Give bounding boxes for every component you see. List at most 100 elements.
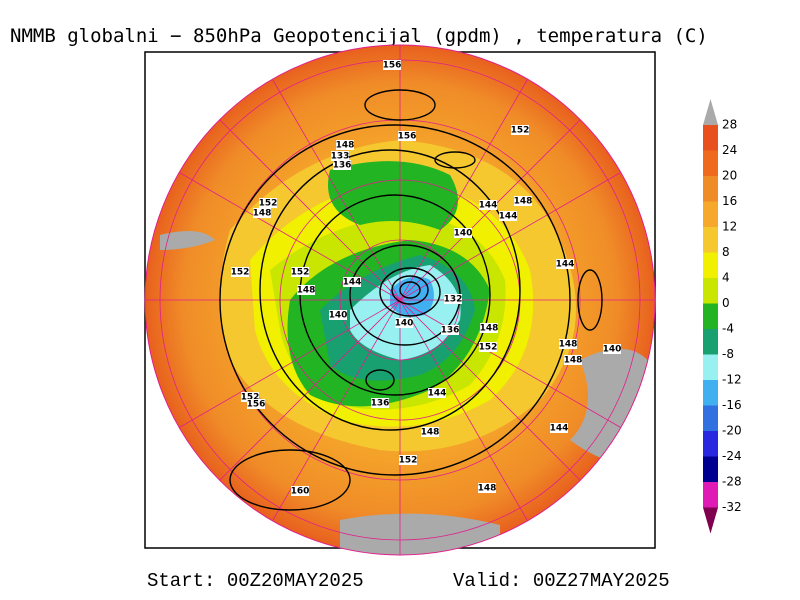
contour-label-box (479, 342, 497, 352)
contour-label: 152 (479, 343, 498, 353)
valid-time: Valid: 00Z27MAY2025 (453, 570, 670, 592)
colorbar-box (703, 482, 718, 508)
contour-label: 133 (331, 152, 350, 162)
contour-label-box (395, 318, 413, 328)
contour-label-box (259, 198, 277, 208)
colorbar-box (703, 431, 718, 457)
contour-label: 152 (511, 126, 530, 136)
contour-label: 140 (454, 229, 473, 239)
contour-label-box (441, 325, 459, 335)
contour-label-box (603, 344, 621, 354)
contour-label: 148 (559, 340, 578, 350)
colorbar-box (703, 201, 718, 228)
contour-label-box (556, 259, 574, 269)
colorbar-label: -16 (722, 398, 742, 412)
contour-label-box (383, 60, 401, 70)
contour-label: 144 (343, 278, 362, 288)
colorbar-label: -4 (722, 322, 734, 336)
contour-label: 136 (333, 161, 352, 171)
contour-label-box (291, 486, 309, 496)
contour-label-box (444, 294, 462, 304)
contour-label-box (499, 211, 517, 221)
colorbar-box (703, 456, 718, 483)
contour-label-box (564, 355, 582, 365)
colorbar-label: 28 (722, 118, 737, 132)
start-time: Start: 00Z20MAY2025 (147, 570, 364, 592)
contour-label: 152 (259, 199, 278, 209)
colorbar-label: -20 (722, 424, 742, 438)
contour-label: 148 (421, 428, 440, 438)
contour-label: 156 (247, 400, 266, 410)
colorbar-box (703, 405, 718, 432)
contour-label: 144 (479, 201, 498, 211)
contour-label-box (371, 398, 389, 408)
contour-label: 152 (399, 456, 418, 466)
contour-label-box (421, 427, 439, 437)
contour-label-box (514, 196, 532, 206)
contour-label: 152 (241, 393, 260, 403)
contour-label: 148 (336, 141, 355, 151)
colorbar-under (703, 507, 718, 534)
contour-label-box (511, 125, 529, 135)
colorbar-box (703, 125, 718, 151)
contour-label-box (247, 399, 265, 409)
contour-label: 136 (371, 399, 390, 409)
contour-label-box (331, 151, 349, 161)
colorbar-label: 24 (722, 143, 737, 157)
colorbar-label: -12 (722, 373, 742, 387)
contour-label-box (343, 277, 361, 287)
contour-label: 148 (480, 324, 499, 334)
contour-label: 140 (395, 319, 414, 329)
contour-label-box (550, 423, 568, 433)
colorbar-label: -28 (722, 475, 742, 489)
contour-label: 144 (499, 212, 518, 222)
colorbar-label: 12 (722, 220, 737, 234)
colorbar-box (703, 354, 718, 381)
contour-label: 132 (444, 295, 463, 305)
contour-label: 148 (253, 209, 272, 219)
contour-label: 136 (441, 326, 460, 336)
contour-label-box (398, 131, 416, 141)
colorbar-label: -8 (722, 347, 734, 361)
contour-label: 144 (428, 389, 447, 399)
contour-label-box (329, 310, 347, 320)
contour-label-box (480, 323, 498, 333)
colorbar-label: -32 (722, 500, 742, 514)
contour-label-box (478, 483, 496, 493)
contour-label: 152 (231, 268, 250, 278)
colorbar-box (703, 329, 718, 355)
colorbar-box (703, 150, 718, 177)
contour-label-box (231, 267, 249, 277)
colorbar-box (703, 252, 718, 279)
contour-label: 148 (297, 286, 316, 296)
contour-label-box (559, 339, 577, 349)
contour-label-box (253, 208, 271, 218)
title: NMMB globalni − 850hPa Geopotencijal (gp… (10, 25, 708, 47)
contour-label-box (454, 228, 472, 238)
colorbar-over (703, 99, 718, 125)
contour-label-box (291, 267, 309, 277)
contour-label-box (399, 455, 417, 465)
contour-label: 148 (514, 197, 533, 207)
colorbar-label: 8 (722, 245, 730, 259)
contour-label: 156 (398, 132, 417, 142)
map-disk (145, 45, 655, 555)
contour-label-box (333, 160, 351, 170)
colorbar-box (703, 380, 718, 406)
contour-label-box (479, 200, 497, 210)
colorbar-box (703, 278, 718, 304)
colorbar-box (703, 303, 718, 330)
contour-label: 148 (564, 356, 583, 366)
contour-label-box (241, 392, 259, 402)
colorbar-label: 4 (722, 271, 730, 285)
contour-label: 156 (383, 61, 402, 71)
colorbar-box (703, 227, 718, 253)
map-rim (144, 44, 656, 556)
colorbar-label: -24 (722, 449, 742, 463)
contour-label: 160 (291, 487, 310, 497)
contour-label-box (297, 285, 315, 295)
contour-label: 144 (556, 260, 575, 270)
colorbar-box (703, 176, 718, 202)
contour-label-box (428, 388, 446, 398)
colorbar-label: 20 (722, 169, 737, 183)
